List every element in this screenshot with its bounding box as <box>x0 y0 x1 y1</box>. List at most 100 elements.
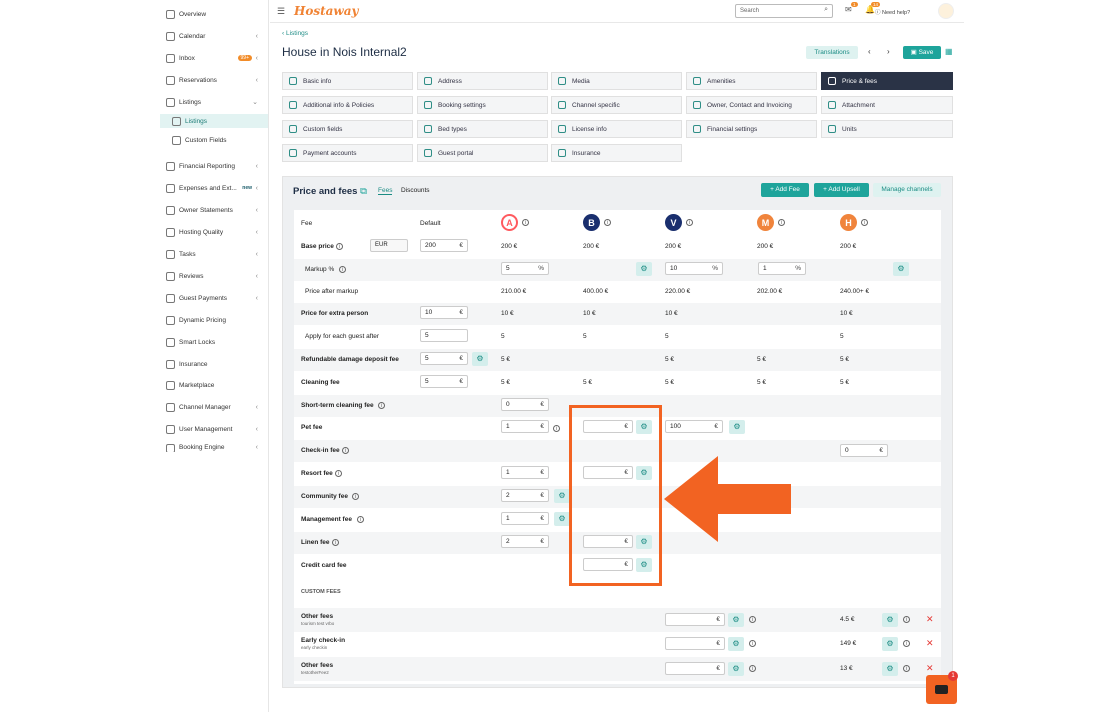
breadcrumb[interactable]: ‹ Listings <box>282 30 309 37</box>
menu-icon[interactable]: ☰ <box>277 6 286 16</box>
pet-fee-input[interactable]: 100 € <box>665 420 723 433</box>
delete-icon[interactable]: ✕ <box>926 614 934 624</box>
sidebar-item-insurance[interactable]: Insurance <box>166 357 266 371</box>
tile-amenities[interactable]: Amenities <box>686 72 817 90</box>
sidebar-item-expenses-and-ext-[interactable]: Expenses and Ext... new ‹ <box>166 181 266 195</box>
markup-input[interactable]: 10% <box>665 262 723 275</box>
sidebar-item-custom-fields[interactable]: Custom Fields <box>160 133 268 147</box>
avatar[interactable] <box>938 3 954 19</box>
settings-gear-icon[interactable]: ⚙ <box>636 558 652 572</box>
settings-gear-icon[interactable]: ⚙ <box>882 637 898 651</box>
custom-fee-input[interactable]: € <box>665 637 725 650</box>
bell-icon[interactable]: 🔔 <box>865 5 875 14</box>
add-fee-button[interactable]: + Add Fee <box>761 183 809 197</box>
sidebar-item-hosting-quality[interactable]: Hosting Quality ‹ <box>166 225 266 239</box>
tile-price-fees[interactable]: Price & fees <box>821 72 953 90</box>
sidebar-item-overview[interactable]: Overview <box>166 7 266 21</box>
damage-deposit-input[interactable]: 5 € <box>420 352 468 365</box>
settings-gear-icon[interactable]: ⚙ <box>554 489 570 503</box>
tile-financial-settings[interactable]: Financial settings <box>686 120 817 138</box>
tile-license-info[interactable]: License info <box>551 120 682 138</box>
credit-card-fee-input[interactable]: € <box>583 558 633 571</box>
settings-gear-icon[interactable]: ⚙ <box>882 613 898 627</box>
tile-booking-settings[interactable]: Booking settings <box>417 96 548 114</box>
sidebar-item-listings[interactable]: Listings <box>160 114 268 128</box>
extra-person-input[interactable]: 10 € <box>420 306 468 319</box>
resort-fee-input[interactable]: 1 € <box>501 466 549 479</box>
short-term-cleaning-input[interactable]: 0 € <box>501 398 549 411</box>
tile-insurance[interactable]: Insurance <box>551 144 682 162</box>
sidebar-item-reservations[interactable]: Reservations ‹ <box>166 73 266 87</box>
add-upsell-button[interactable]: + Add Upsell <box>814 183 869 197</box>
linen-fee-input[interactable]: € <box>583 535 633 548</box>
sidebar-item-reviews[interactable]: Reviews ‹ <box>166 269 266 283</box>
sidebar-item-financial-reporting[interactable]: Financial Reporting ‹ <box>166 159 266 173</box>
sidebar-item-owner-statements[interactable]: Owner Statements ‹ <box>166 203 266 217</box>
resort-fee-input[interactable]: € <box>583 466 633 479</box>
sidebar-item-user-management[interactable]: User Management ‹ <box>166 422 266 436</box>
logo[interactable]: Hostaway <box>294 4 359 18</box>
pet-fee-input[interactable]: 1 € <box>501 420 549 433</box>
manage-channels-button[interactable]: Manage channels <box>873 183 941 197</box>
delete-icon[interactable]: ✕ <box>926 663 934 673</box>
settings-gear-icon[interactable]: ⚙ <box>728 637 744 651</box>
settings-gear-icon[interactable]: ⚙ <box>636 262 652 276</box>
sidebar-item-listings[interactable]: Listings ⌄ <box>166 95 266 109</box>
settings-gear-icon[interactable]: ⚙ <box>472 352 488 366</box>
tile-units[interactable]: Units <box>821 120 953 138</box>
markup-input[interactable]: 5% <box>501 262 549 275</box>
sidebar-item-tasks[interactable]: Tasks ‹ <box>166 247 266 261</box>
tab-fees[interactable]: Fees <box>378 187 393 195</box>
tile-guest-portal[interactable]: Guest portal <box>417 144 548 162</box>
base-price-input[interactable]: 200 € <box>420 239 468 252</box>
tile-payment-accounts[interactable]: Payment accounts <box>282 144 413 162</box>
sidebar-item-calendar[interactable]: Calendar ‹ <box>166 29 266 43</box>
calendar-icon[interactable]: ▦ <box>945 47 953 56</box>
settings-gear-icon[interactable]: ⚙ <box>728 662 744 676</box>
sidebar-item-channel-manager[interactable]: Channel Manager ‹ <box>166 400 266 414</box>
sidebar-item-dynamic-pricing[interactable]: Dynamic Pricing <box>166 313 266 327</box>
tile-basic-info[interactable]: Basic info <box>282 72 413 90</box>
pet-fee-input[interactable]: € <box>583 420 633 433</box>
tile-attachment[interactable]: Attachment <box>821 96 953 114</box>
management-fee-input[interactable]: 1 € <box>501 512 549 525</box>
sidebar-item-smart-locks[interactable]: Smart Locks <box>166 335 266 349</box>
settings-gear-icon[interactable]: ⚙ <box>893 262 909 276</box>
settings-gear-icon[interactable]: ⚙ <box>636 535 652 549</box>
sidebar-item-inbox[interactable]: Inbox 99+ ‹ <box>166 51 266 65</box>
cleaning-fee-input[interactable]: 5 € <box>420 375 468 388</box>
delete-icon[interactable]: ✕ <box>926 638 934 648</box>
currency-select[interactable]: EUR <box>370 239 408 252</box>
sidebar-item-guest-payments[interactable]: Guest Payments ‹ <box>166 291 266 305</box>
tile-custom-fields[interactable]: Custom fields <box>282 120 413 138</box>
checkin-fee-input[interactable]: 0 € <box>840 444 888 457</box>
sidebar-item-booking-engine[interactable]: Booking Engine ‹ <box>166 444 266 452</box>
tab-discounts[interactable]: Discounts <box>401 187 430 194</box>
settings-gear-icon[interactable]: ⚙ <box>729 420 745 434</box>
translations-button[interactable]: Translations <box>806 46 858 59</box>
save-button[interactable]: ▣ Save <box>903 46 941 59</box>
copy-icon[interactable]: ⧉ <box>360 186 367 197</box>
tile-bed-types[interactable]: Bed types <box>417 120 548 138</box>
tile-address[interactable]: Address <box>417 72 548 90</box>
prev-listing-icon[interactable]: ‹ <box>868 47 871 56</box>
custom-fee-input[interactable]: € <box>665 613 725 626</box>
guest-after-input[interactable]: 5 <box>420 329 468 342</box>
tile-channel-specific[interactable]: Channel specific <box>551 96 682 114</box>
next-listing-icon[interactable]: › <box>887 47 890 56</box>
chat-button[interactable] <box>926 675 957 704</box>
linen-fee-input[interactable]: 2 € <box>501 535 549 548</box>
need-help-link[interactable]: ⓘ Need help? <box>875 10 911 16</box>
settings-gear-icon[interactable]: ⚙ <box>728 613 744 627</box>
tile-owner-contact-and-invoicing[interactable]: Owner, Contact and Invoicing <box>686 96 817 114</box>
settings-gear-icon[interactable]: ⚙ <box>636 466 652 480</box>
markup-input[interactable]: 1% <box>758 262 806 275</box>
community-fee-input[interactable]: 2 € <box>501 489 549 502</box>
custom-fee-input[interactable]: € <box>665 662 725 675</box>
sidebar-item-marketplace[interactable]: Marketplace <box>166 378 266 392</box>
settings-gear-icon[interactable]: ⚙ <box>882 662 898 676</box>
tile-media[interactable]: Media <box>551 72 682 90</box>
search-input[interactable]: Search ⌕ <box>735 4 833 18</box>
messages-icon[interactable]: ✉ <box>845 5 852 14</box>
settings-gear-icon[interactable]: ⚙ <box>636 420 652 434</box>
